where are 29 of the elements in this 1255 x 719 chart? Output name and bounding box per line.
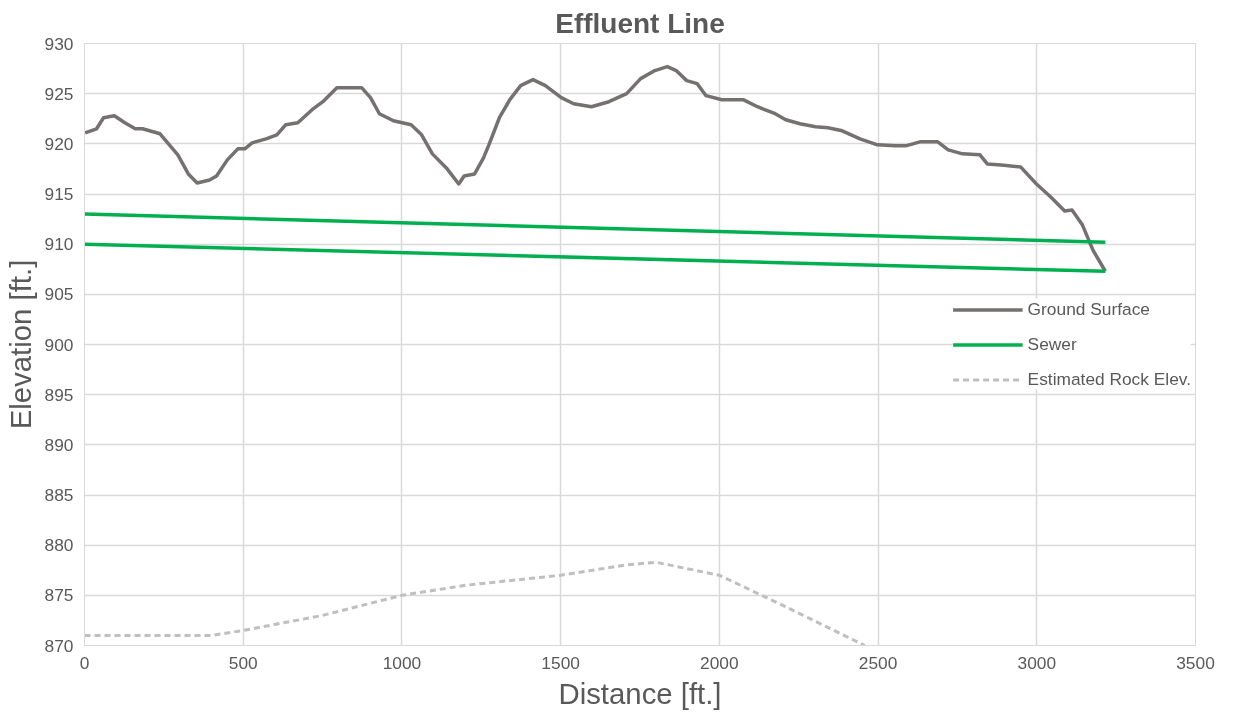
y-tick-label: 915 — [44, 184, 74, 204]
line-series — [84, 560, 867, 646]
y-tick-label: 905 — [44, 284, 74, 305]
x-tick-label: 2500 — [858, 652, 898, 673]
x-tick-label: 1500 — [541, 652, 580, 673]
y-tick-label: 875 — [44, 585, 74, 606]
x-tick-label: 3000 — [1017, 652, 1057, 673]
y-tick-label: 895 — [44, 384, 74, 405]
y-tick-label: 890 — [44, 434, 74, 455]
y-tick-label: 870 — [44, 635, 74, 656]
y-tick-label: 930 — [44, 33, 74, 54]
legend-label: Estimated Rock Elev. — [1027, 368, 1191, 390]
y-tick-label: 900 — [44, 334, 74, 355]
line-series — [84, 64, 1108, 274]
y-tick-label: 880 — [44, 535, 74, 556]
y-tick-label: 920 — [44, 133, 74, 154]
legend-label: Sewer — [1027, 333, 1077, 355]
x-tick-label: 0 — [79, 652, 90, 673]
y-tick-label: 910 — [44, 234, 74, 255]
y-axis-title: Elevation [ft.] — [3, 259, 37, 430]
legend-label: Ground Surface — [1027, 298, 1150, 320]
x-axis-title: Distance [ft.] — [558, 676, 722, 710]
x-tick-label: 1000 — [382, 652, 422, 673]
y-tick-label: 925 — [44, 83, 74, 104]
x-tick-label: 3500 — [1176, 652, 1215, 673]
y-tick-label: 885 — [44, 485, 74, 505]
x-tick-label: 2000 — [700, 652, 739, 673]
chart-title: Effluent Line — [555, 7, 725, 39]
x-tick-label: 500 — [228, 652, 258, 673]
